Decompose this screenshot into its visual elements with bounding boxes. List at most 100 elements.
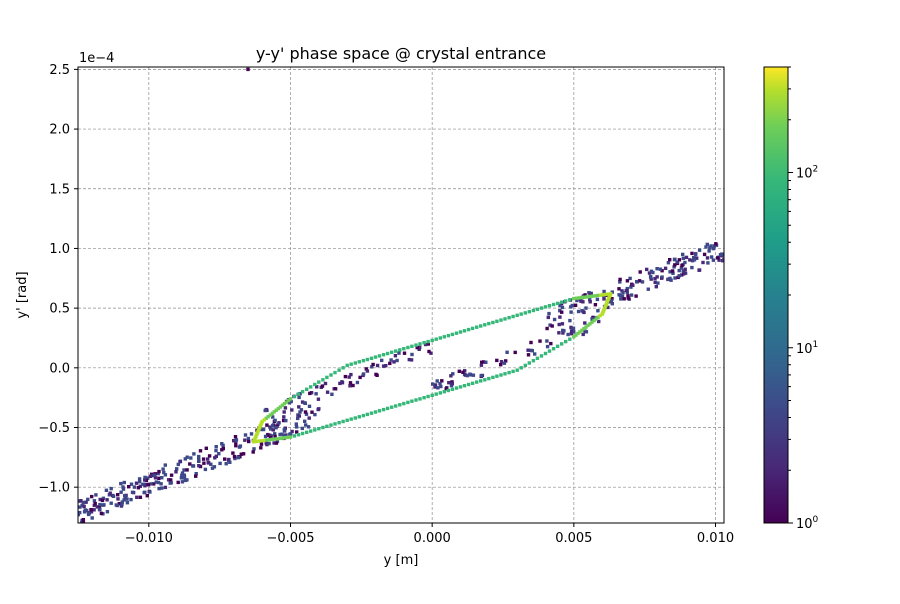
histogram-bin <box>634 294 638 298</box>
histogram-bin <box>418 397 422 401</box>
histogram-bin <box>576 331 580 336</box>
histogram-bin <box>471 373 476 377</box>
histogram-bin <box>717 258 721 262</box>
histogram-bin <box>169 473 174 477</box>
histogram-bin <box>394 404 398 408</box>
histogram-bin <box>280 432 284 436</box>
histogram-bin <box>593 303 598 307</box>
histogram-bin <box>134 481 139 485</box>
histogram-bin <box>484 360 488 364</box>
histogram-bin <box>317 427 321 431</box>
histogram-bin <box>653 280 657 285</box>
histogram-bin <box>100 498 105 503</box>
histogram-bin <box>588 297 592 302</box>
histogram-bin <box>530 349 534 353</box>
histogram-bin <box>269 427 273 431</box>
histogram-bin <box>503 372 507 376</box>
histogram-bin <box>129 497 133 502</box>
histogram-bin <box>306 425 311 429</box>
histogram-bin <box>668 270 672 274</box>
histogram-bin <box>300 400 305 404</box>
histogram-bin <box>305 430 309 434</box>
histogram-bin <box>507 316 511 320</box>
histogram-bin <box>409 358 414 362</box>
histogram-bin <box>394 349 398 353</box>
histogram-bin <box>176 480 180 485</box>
histogram-bin <box>97 507 102 511</box>
histogram-bin <box>586 323 590 328</box>
histogram-bin <box>330 392 334 396</box>
histogram-bin <box>232 454 237 459</box>
histogram-bin <box>587 294 592 299</box>
histogram-bin <box>157 469 161 474</box>
histogram-bin <box>191 464 196 468</box>
histogram-bin <box>207 454 212 458</box>
histogram-bin <box>654 285 658 289</box>
x-tick-label: 0.010 <box>697 531 734 546</box>
histogram-bin <box>120 500 124 504</box>
histogram-bin <box>265 438 269 442</box>
histogram-bin <box>395 358 399 363</box>
histogram-bin <box>714 242 718 246</box>
histogram-bin <box>333 370 337 375</box>
histogram-bin <box>268 425 272 429</box>
histogram-bin <box>479 363 484 367</box>
histogram-bin <box>143 475 147 480</box>
histogram-bin <box>101 496 106 500</box>
histogram-bin <box>450 387 455 391</box>
histogram-bin <box>197 454 201 459</box>
grid-lines <box>78 67 724 523</box>
histogram-bin <box>265 423 269 427</box>
histogram-bin <box>519 312 523 316</box>
histogram-bin <box>688 258 692 262</box>
histogram-bin <box>681 269 685 273</box>
histogram-bin <box>679 266 684 270</box>
histogram-bin <box>303 410 308 414</box>
histogram-bin <box>649 275 653 279</box>
histogram-bin <box>185 455 189 459</box>
histogram-bin <box>680 263 684 268</box>
histogram-bin <box>377 409 382 413</box>
histogram-bin <box>417 347 421 351</box>
histogram-bin <box>588 300 592 304</box>
histogram-bin <box>325 390 330 394</box>
histogram-bin <box>116 493 120 497</box>
colorbar-tick-label: 102 <box>796 165 818 182</box>
histogram-bin <box>136 486 141 490</box>
histogram-bin <box>108 491 112 495</box>
histogram-bin <box>529 340 533 345</box>
histogram-bin <box>677 274 681 278</box>
histogram-bin <box>495 374 499 378</box>
x-tick-label: 0.005 <box>555 531 592 546</box>
histogram-bin <box>160 486 164 490</box>
histogram-bin <box>284 400 289 404</box>
colorbar-tick-exponent: 0 <box>813 515 819 525</box>
histogram-bin <box>290 408 294 412</box>
histogram-bin <box>299 408 304 412</box>
histogram-bin <box>202 461 206 465</box>
histogram-bin <box>414 398 418 402</box>
histogram-bin <box>545 339 549 343</box>
histogram-bin <box>651 270 655 275</box>
histogram-bin <box>499 373 503 377</box>
histogram-bin <box>257 439 261 443</box>
histogram-bin <box>619 297 623 301</box>
histogram-bin <box>564 339 568 344</box>
histogram-bin <box>434 392 438 396</box>
histogram-bin <box>361 413 366 418</box>
histogram-bin <box>316 397 321 401</box>
histogram-bin <box>294 422 298 426</box>
histogram-bin <box>426 339 430 344</box>
histogram-bin <box>79 499 83 503</box>
histogram-bin <box>594 317 598 321</box>
histogram-bin <box>711 258 716 262</box>
histogram-bin <box>273 437 277 441</box>
histogram-bin <box>673 257 677 261</box>
histogram-bin <box>385 351 390 356</box>
histogram-bin <box>610 297 614 301</box>
histogram-bin <box>527 310 531 314</box>
histogram-bin <box>621 290 625 295</box>
histogram-bin <box>690 251 694 256</box>
histogram-bin <box>430 393 434 397</box>
histogram-bin <box>264 441 268 445</box>
